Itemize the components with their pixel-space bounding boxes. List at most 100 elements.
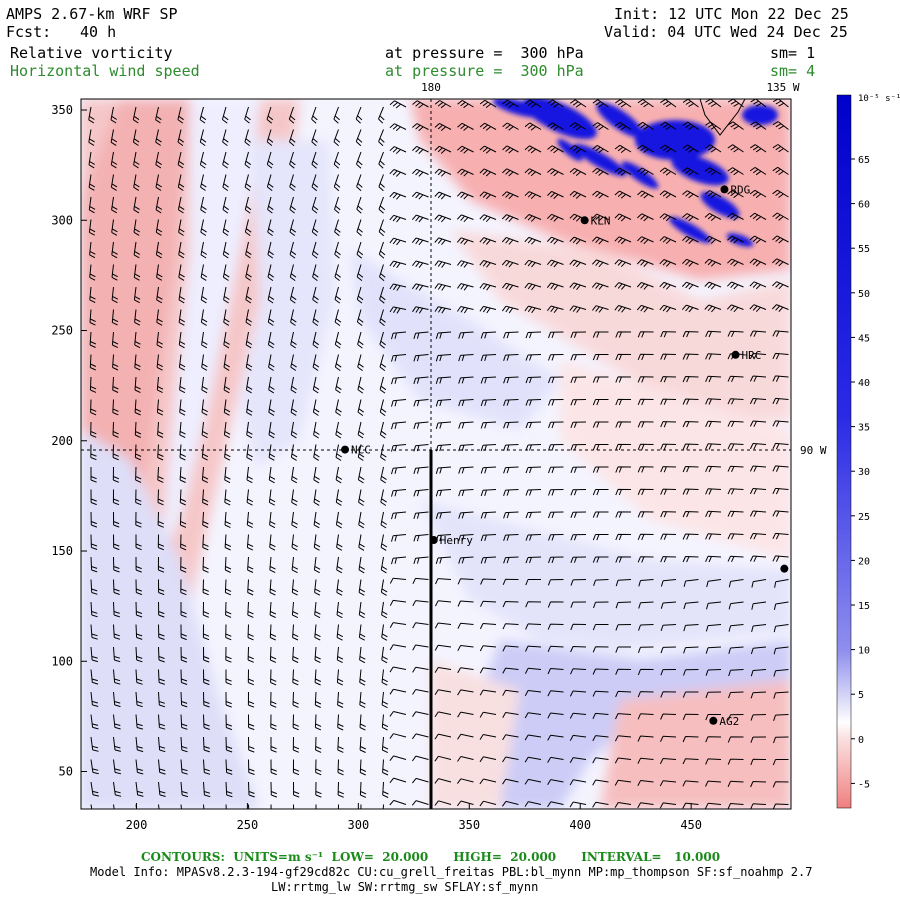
wind-barb xyxy=(314,646,321,664)
wind-barb xyxy=(637,144,654,153)
colorbar-label: 60 xyxy=(858,200,870,211)
wind-barb xyxy=(90,421,97,438)
wind-barb xyxy=(248,759,255,775)
wind-barb xyxy=(88,129,95,146)
wind-barb xyxy=(335,489,343,506)
wind-barb xyxy=(772,330,789,337)
wind-barb xyxy=(389,191,407,200)
wind-barb xyxy=(291,489,298,506)
wind-barb xyxy=(412,689,429,695)
wind-barb xyxy=(90,759,99,775)
wind-barb xyxy=(479,778,497,785)
wind-barb xyxy=(546,236,564,245)
wind-barb xyxy=(637,646,654,653)
wind-barb xyxy=(727,167,744,176)
wind-barb xyxy=(269,579,276,596)
wind-barb xyxy=(244,129,251,146)
wind-barb xyxy=(313,511,321,529)
wind-barb xyxy=(135,489,142,506)
wind-barb xyxy=(336,579,343,596)
wind-barb xyxy=(546,259,564,268)
wind-barb xyxy=(524,282,542,291)
wind-barb xyxy=(313,421,320,439)
meridian-90w-label: 90 W xyxy=(800,444,827,457)
wind-barb xyxy=(313,534,321,551)
wind-barb xyxy=(411,800,429,806)
wind-barb xyxy=(705,443,722,450)
wind-barb xyxy=(225,714,233,731)
wind-barb xyxy=(200,286,208,304)
wind-barb xyxy=(380,579,388,596)
wind-barb xyxy=(180,781,189,798)
wind-barb xyxy=(525,556,542,564)
wind-barb xyxy=(749,488,767,495)
wind-barb xyxy=(660,121,677,130)
wind-barb xyxy=(267,309,275,326)
wind-barb xyxy=(524,191,542,200)
wind-barb xyxy=(637,421,654,428)
wind-barb xyxy=(771,304,789,312)
wind-barb xyxy=(156,354,164,371)
wind-barb xyxy=(357,376,364,394)
wind-barb xyxy=(548,376,564,384)
wind-barb xyxy=(727,420,744,428)
wind-barb xyxy=(292,624,299,641)
wind-barb xyxy=(313,556,321,574)
wind-barb xyxy=(727,758,744,765)
wind-barb xyxy=(335,399,342,416)
wind-barb xyxy=(133,151,140,169)
wind-barb xyxy=(434,306,452,314)
wind-barb xyxy=(223,331,230,349)
wind-barb xyxy=(502,145,519,154)
wind-barb xyxy=(225,646,232,663)
wind-barb xyxy=(479,283,497,291)
wind-barb xyxy=(156,331,163,349)
wind-barb xyxy=(156,264,163,281)
wind-barb xyxy=(614,167,632,176)
wind-barb xyxy=(458,511,474,519)
wind-barb xyxy=(502,191,519,200)
wind-barb xyxy=(592,421,609,428)
x-tick-label: 400 xyxy=(569,818,591,832)
wind-barb xyxy=(270,759,277,776)
wind-barb xyxy=(660,579,677,587)
wind-barb xyxy=(548,489,564,496)
wind-barb xyxy=(547,801,564,808)
wind-barb xyxy=(179,489,187,506)
wind-barb xyxy=(335,444,342,461)
wind-barb xyxy=(569,236,587,245)
wind-barb xyxy=(156,399,164,416)
wind-barb xyxy=(389,237,407,246)
colorbar-label: 5 xyxy=(858,690,864,701)
wind-barb xyxy=(89,354,97,371)
wind-barb xyxy=(111,331,119,349)
wind-barb xyxy=(570,444,587,451)
wind-barb xyxy=(289,174,296,191)
wind-barb xyxy=(637,167,654,176)
wind-barb xyxy=(683,646,699,654)
wind-barb xyxy=(203,736,210,753)
wind-barb xyxy=(290,444,298,461)
wind-barb xyxy=(200,241,207,259)
wind-barb xyxy=(180,736,188,753)
wind-barb xyxy=(357,421,365,439)
wind-barb xyxy=(637,556,654,563)
wind-barb xyxy=(268,444,276,461)
wind-barb xyxy=(288,106,296,124)
y-tick-label: 100 xyxy=(51,654,73,668)
wind-barb xyxy=(772,189,789,198)
wind-barb xyxy=(480,511,497,519)
wind-barb xyxy=(247,669,255,686)
wind-barb xyxy=(290,331,297,349)
wind-barb xyxy=(637,466,654,473)
wind-barb xyxy=(749,304,767,313)
wind-barb xyxy=(290,354,297,371)
wind-barb xyxy=(682,780,699,787)
wind-barb xyxy=(751,624,767,633)
wind-barb xyxy=(705,353,722,360)
wind-barb xyxy=(749,353,767,360)
wind-barb xyxy=(134,399,142,416)
wind-barb xyxy=(312,376,320,394)
wind-barb xyxy=(524,778,542,785)
